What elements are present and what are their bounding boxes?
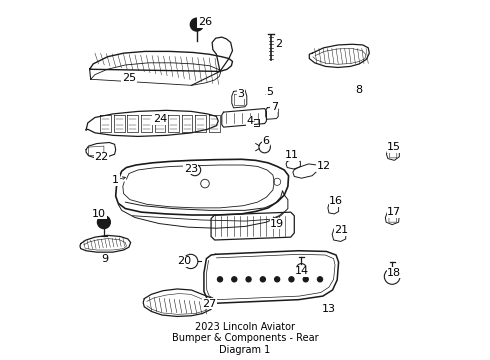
Text: 5: 5 bbox=[267, 87, 273, 98]
Circle shape bbox=[190, 18, 203, 31]
Circle shape bbox=[260, 277, 266, 282]
Text: 4: 4 bbox=[247, 116, 254, 126]
Text: 11: 11 bbox=[285, 150, 299, 160]
Text: 22: 22 bbox=[94, 152, 108, 162]
Circle shape bbox=[275, 277, 280, 282]
Text: 27: 27 bbox=[202, 298, 217, 309]
Text: 23: 23 bbox=[184, 163, 198, 174]
Circle shape bbox=[218, 277, 222, 282]
Circle shape bbox=[98, 216, 110, 229]
Text: 1: 1 bbox=[112, 175, 119, 185]
Text: 19: 19 bbox=[270, 219, 284, 229]
Text: 18: 18 bbox=[387, 268, 401, 278]
Text: 16: 16 bbox=[329, 197, 343, 206]
Circle shape bbox=[289, 277, 294, 282]
Text: 14: 14 bbox=[294, 266, 309, 276]
Text: 24: 24 bbox=[153, 114, 167, 124]
Text: 25: 25 bbox=[122, 73, 136, 83]
Text: 20: 20 bbox=[177, 256, 191, 266]
Text: 17: 17 bbox=[387, 207, 401, 217]
Text: 10: 10 bbox=[92, 209, 106, 219]
Text: 6: 6 bbox=[262, 136, 269, 146]
Text: 2: 2 bbox=[275, 39, 283, 49]
Text: 26: 26 bbox=[198, 17, 212, 27]
Text: 7: 7 bbox=[271, 102, 278, 112]
Text: 8: 8 bbox=[356, 85, 363, 95]
Text: 13: 13 bbox=[322, 304, 336, 314]
Text: 21: 21 bbox=[334, 225, 348, 235]
Circle shape bbox=[318, 277, 322, 282]
Text: 12: 12 bbox=[317, 161, 331, 171]
Text: 9: 9 bbox=[101, 253, 108, 264]
Circle shape bbox=[246, 277, 251, 282]
Text: 15: 15 bbox=[387, 142, 401, 152]
Text: 3: 3 bbox=[237, 89, 244, 99]
Circle shape bbox=[232, 277, 237, 282]
Circle shape bbox=[303, 277, 308, 282]
Text: 2023 Lincoln Aviator
Bumper & Components - Rear
Diagram 1: 2023 Lincoln Aviator Bumper & Components… bbox=[172, 322, 318, 355]
